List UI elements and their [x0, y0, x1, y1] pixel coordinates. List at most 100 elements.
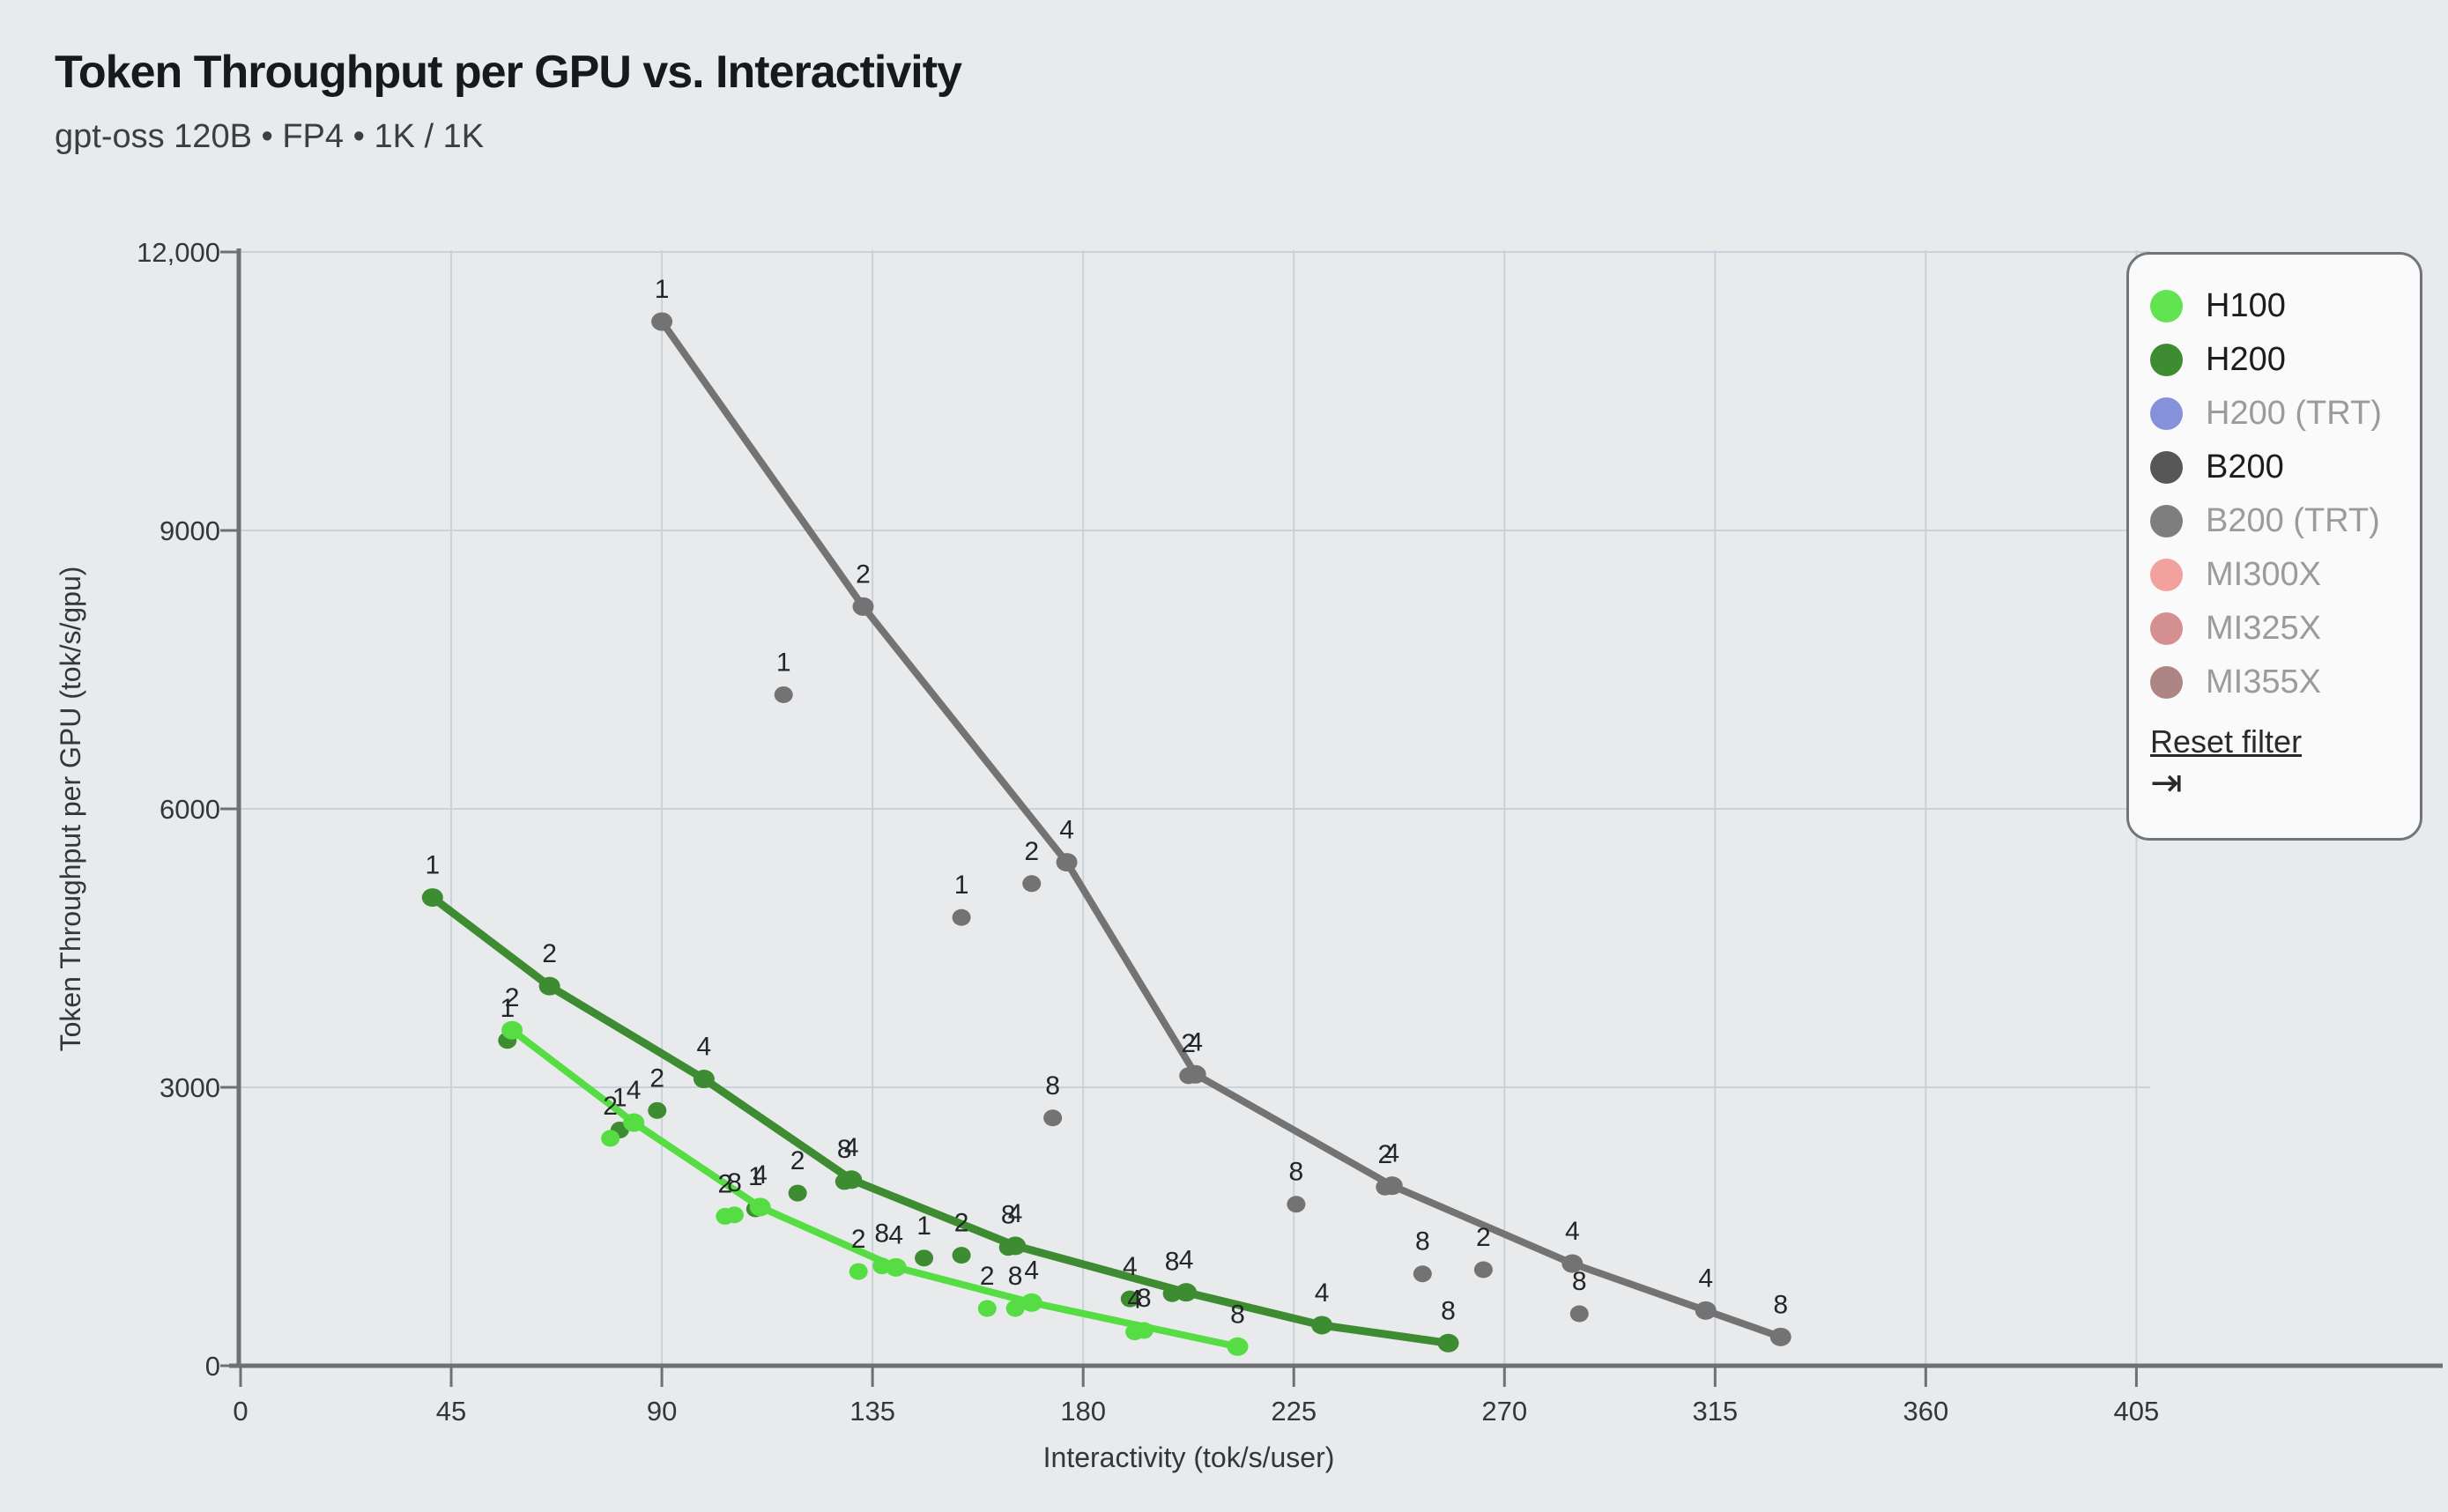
data-point-h200 — [693, 1070, 715, 1089]
point-label: 8 — [837, 1135, 852, 1164]
data-point-b200 — [1769, 1327, 1791, 1346]
legend-item-b200[interactable]: B200 — [2150, 441, 2420, 494]
y-axis-title: Token Throughput per GPU (tok/s/gpu) — [55, 566, 86, 1052]
point-label: 8 — [1001, 1201, 1016, 1230]
legend-swatch-icon — [2150, 666, 2183, 699]
data-point-h100 — [1005, 1300, 1025, 1317]
data-point-b200 — [1184, 1064, 1206, 1084]
data-point-h200 — [648, 1101, 667, 1119]
point-label: 2 — [1377, 1140, 1392, 1169]
legend-item-mi355x[interactable]: MI355X — [2150, 656, 2420, 709]
data-point-b200 — [1381, 1176, 1403, 1196]
point-label: 8 — [1230, 1300, 1245, 1329]
y-tick-label: 12,000 — [137, 237, 220, 268]
point-label: 8 — [1045, 1071, 1060, 1101]
point-label: 4 — [1565, 1217, 1580, 1246]
y-tick-label: 0 — [205, 1351, 220, 1382]
point-label: 2 — [1181, 1029, 1196, 1058]
point-label: 4 — [1008, 1199, 1023, 1228]
y-tick-label: 9000 — [159, 515, 220, 546]
point-label: 4 — [627, 1076, 642, 1105]
point-label: 2 — [717, 1169, 732, 1198]
data-point-h200 — [421, 888, 443, 908]
point-label: 1 — [776, 648, 791, 677]
series-line-b200 — [658, 318, 1784, 1341]
x-tick-label: 0 — [233, 1396, 248, 1427]
point-label: 4 — [697, 1033, 712, 1062]
data-point-h200 — [538, 976, 560, 996]
point-label: 8 — [1773, 1290, 1788, 1319]
data-point-b200 — [1056, 853, 1078, 872]
legend-item-label: H200 — [2206, 341, 2286, 378]
point-label: 2 — [603, 1092, 618, 1121]
legend-item-label: MI355X — [2206, 663, 2321, 700]
data-point-b200 — [1287, 1196, 1306, 1213]
data-point-h200 — [841, 1170, 863, 1190]
point-label: 1 — [500, 994, 515, 1023]
data-point-b200 — [1022, 875, 1042, 893]
chart-subtitle: gpt-oss 120B • FP4 • 1K / 1K — [55, 118, 485, 155]
point-label: 4 — [1384, 1139, 1399, 1168]
x-tick-label: 360 — [1903, 1396, 1948, 1427]
data-point-b200 — [1413, 1265, 1432, 1283]
point-label: 2 — [790, 1146, 805, 1175]
data-point-b200 — [774, 686, 793, 703]
y-tick-label: 3000 — [159, 1072, 220, 1103]
point-label: 1 — [655, 275, 670, 304]
reset-filter-link[interactable]: Reset filter — [2150, 723, 2303, 760]
data-point-h200 — [1437, 1333, 1459, 1353]
point-label: 1 — [748, 1162, 763, 1191]
point-label: 2 — [505, 983, 520, 1012]
point-label: 8 — [1441, 1296, 1456, 1325]
legend-swatch-icon — [2150, 505, 2183, 537]
x-tick-label: 225 — [1271, 1396, 1317, 1427]
data-point-b200 — [1569, 1305, 1589, 1323]
x-tick-label: 90 — [647, 1396, 677, 1427]
point-label: 1 — [954, 871, 969, 900]
point-label: 1 — [916, 1212, 931, 1241]
legend: H100 H200 H200 (TRT) B200 B200 (TRT) MI300X MI… — [2126, 252, 2422, 841]
collapse-legend-icon[interactable]: ⇥ — [2150, 761, 2183, 804]
point-label: 4 — [1315, 1279, 1330, 1308]
legend-swatch-icon — [2150, 344, 2183, 376]
point-label: 8 — [1415, 1227, 1430, 1256]
legend-item-mi325x[interactable]: MI325X — [2150, 602, 2420, 656]
legend-swatch-icon — [2150, 451, 2183, 484]
data-point-h100 — [977, 1300, 997, 1317]
data-point-b200 — [1695, 1301, 1717, 1320]
data-point-h100 — [1020, 1293, 1042, 1312]
legend-item-h200-trt[interactable]: H200 (TRT) — [2150, 387, 2420, 441]
point-label: 2 — [954, 1209, 969, 1238]
chart-title: Token Throughput per GPU vs. Interactivi… — [55, 47, 962, 98]
legend-item-list: H100 H200 H200 (TRT) B200 B200 (TRT) MI300X MI… — [2150, 279, 2420, 709]
point-label: 2 — [649, 1064, 664, 1093]
data-point-h200 — [915, 1249, 934, 1267]
x-axis-title: Interactivity (tok/s/user) — [1042, 1442, 1335, 1473]
data-point-h200 — [1120, 1290, 1139, 1308]
point-label: 4 — [844, 1133, 859, 1162]
point-label: 1 — [425, 851, 440, 880]
legend-item-b200-trt[interactable]: B200 (TRT) — [2150, 494, 2420, 548]
legend-item-label: MI325X — [2206, 610, 2321, 647]
point-label: 2 — [980, 1262, 995, 1291]
data-point-h100 — [749, 1197, 771, 1217]
legend-item-label: MI300X — [2206, 556, 2321, 593]
legend-item-mi300x[interactable]: MI300X — [2150, 548, 2420, 602]
data-point-h200 — [952, 1247, 971, 1264]
point-label: 4 — [1123, 1252, 1138, 1281]
series-line-h100 — [508, 1027, 1242, 1351]
point-label: 8 — [1572, 1267, 1587, 1296]
point-label: 4 — [1188, 1027, 1203, 1056]
point-label: 8 — [1137, 1284, 1152, 1313]
data-point-h100 — [501, 1020, 523, 1040]
x-tick-label: 270 — [1481, 1396, 1527, 1427]
legend-item-h100[interactable]: H100 — [2150, 279, 2420, 333]
legend-item-h200[interactable]: H200 — [2150, 333, 2420, 387]
data-point-b200 — [1043, 1109, 1063, 1127]
legend-item-label: B200 (TRT) — [2206, 502, 2380, 539]
point-label: 4 — [1127, 1286, 1142, 1315]
y-tick-label: 6000 — [159, 794, 220, 825]
data-point-h200 — [1311, 1316, 1333, 1335]
point-label: 4 — [1059, 816, 1074, 845]
point-label: 8 — [727, 1168, 742, 1197]
